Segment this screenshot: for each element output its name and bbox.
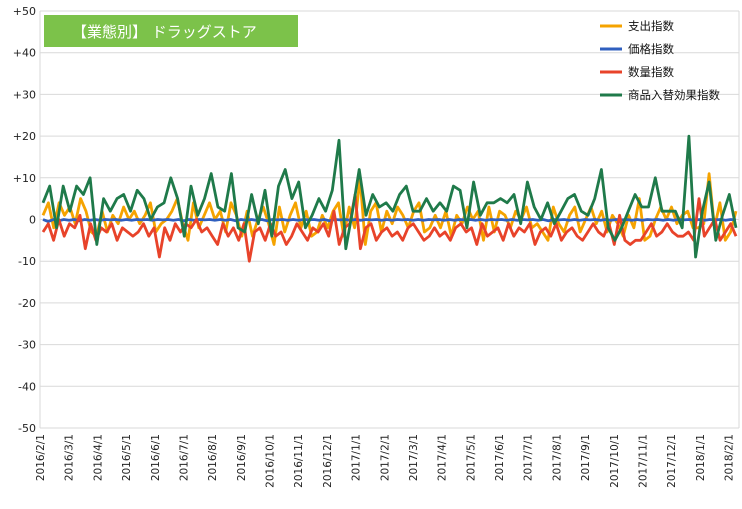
x-tick-label: 2016/12/1 bbox=[322, 434, 334, 488]
y-tick-label: +40 bbox=[13, 47, 36, 60]
y-tick-label: +10 bbox=[13, 172, 36, 185]
y-tick-label: +50 bbox=[13, 5, 36, 18]
chart-title-box: 【業態別】 ドラッグストア bbox=[44, 15, 298, 47]
y-axis: +50 +40 +30 +20 +10 0 -10 -20 -30 -40 -50 bbox=[13, 5, 36, 435]
y-tick-label: -20 bbox=[18, 297, 36, 310]
x-tick-label: 2016/9/1 bbox=[236, 434, 248, 481]
x-tick-label: 2017/11/1 bbox=[637, 434, 649, 488]
x-tick-label: 2017/5/1 bbox=[465, 434, 477, 481]
x-tick-label: 2017/8/1 bbox=[551, 434, 563, 481]
y-tick-label: 0 bbox=[29, 214, 36, 227]
y-tick-label: -50 bbox=[18, 422, 36, 435]
y-tick-label: -40 bbox=[18, 380, 36, 393]
x-tick-label: 2018/2/1 bbox=[724, 434, 736, 481]
x-tick-label: 2017/2/1 bbox=[379, 434, 391, 481]
x-tick-label: 2017/6/1 bbox=[494, 434, 506, 481]
chart-title-background bbox=[44, 15, 298, 47]
x-tick-label: 2016/10/1 bbox=[265, 434, 277, 488]
legend-label: 商品入替効果指数 bbox=[628, 88, 720, 102]
plot-area bbox=[41, 134, 738, 263]
x-tick-label: 2017/4/1 bbox=[437, 434, 449, 481]
x-tick-label: 2016/8/1 bbox=[207, 434, 219, 481]
x-tick-label: 2016/5/1 bbox=[121, 434, 133, 481]
series-line-2 bbox=[42, 218, 737, 224]
x-tick-label: 2016/3/1 bbox=[64, 434, 76, 481]
legend-label: 価格指数 bbox=[628, 42, 674, 56]
x-tick-label: 2017/1/1 bbox=[351, 434, 363, 481]
x-tick-label: 2018/1/1 bbox=[695, 434, 707, 481]
y-tick-label: +20 bbox=[13, 130, 36, 143]
x-tick-label: 2017/9/1 bbox=[580, 434, 592, 481]
series-line-3 bbox=[41, 193, 738, 263]
legend-label: 支出指数 bbox=[628, 19, 674, 33]
y-tick-label: -30 bbox=[18, 339, 36, 352]
x-tick-label: 2017/12/1 bbox=[666, 434, 678, 488]
x-tick-label: 2016/6/1 bbox=[150, 434, 162, 481]
x-tick-label: 2016/2/1 bbox=[35, 434, 47, 481]
chart-title: 【業態別】 ドラッグストア bbox=[72, 23, 257, 41]
x-tick-label: 2016/4/1 bbox=[92, 434, 104, 481]
x-tick-label: 2016/11/1 bbox=[293, 434, 305, 488]
y-tick-label: -10 bbox=[18, 255, 36, 268]
x-tick-label: 2017/7/1 bbox=[523, 434, 535, 481]
x-axis: 2016/2/1 2016/3/1 2016/4/1 2016/5/1 2016/6/1… bbox=[35, 434, 736, 488]
x-tick-label: 2017/10/1 bbox=[609, 434, 621, 488]
x-tick-label: 2017/3/1 bbox=[408, 434, 420, 481]
x-tick-label: 2016/7/1 bbox=[178, 434, 190, 481]
series-line-4 bbox=[41, 134, 738, 259]
legend-label: 数量指数 bbox=[628, 65, 674, 79]
y-tick-label: +30 bbox=[13, 88, 36, 101]
